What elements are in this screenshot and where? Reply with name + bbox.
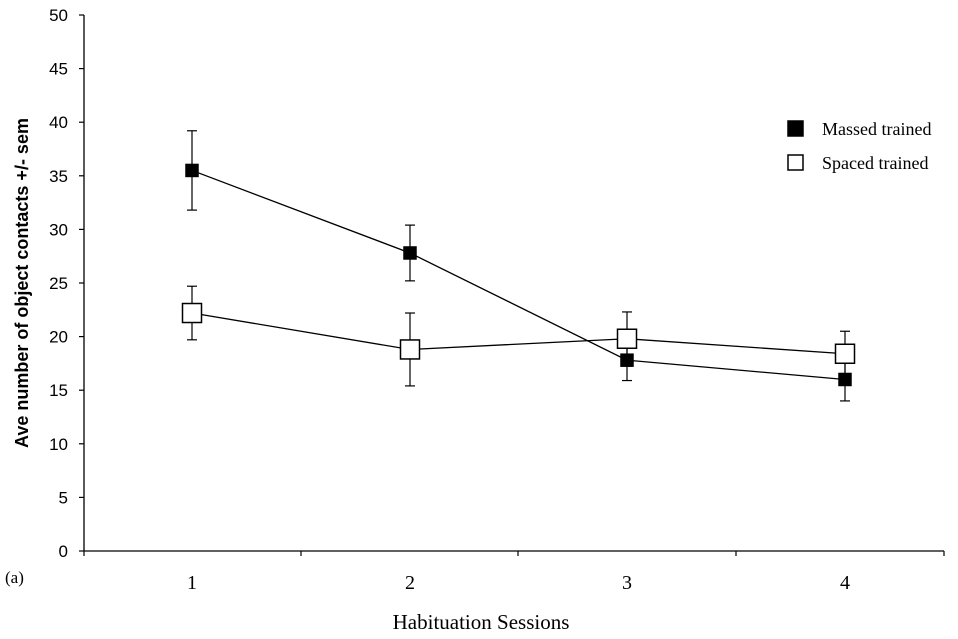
y-tick-label: 20 xyxy=(49,328,68,347)
y-tick-label: 0 xyxy=(59,542,68,561)
x-tick-label: 4 xyxy=(840,572,850,594)
y-tick-label: 40 xyxy=(49,113,68,132)
axes xyxy=(83,15,944,552)
y-tick-label: 25 xyxy=(49,274,68,293)
y-tick-label: 10 xyxy=(49,435,68,454)
data-point xyxy=(181,302,203,324)
y-tick-label: 30 xyxy=(49,220,68,239)
y-tick-label: 5 xyxy=(59,488,68,507)
x-tick-label: 3 xyxy=(622,572,632,594)
y-axis-label: Ave number of object contacts +/- sem xyxy=(12,118,32,448)
data-point xyxy=(399,339,421,360)
y-tick-label: 50 xyxy=(49,6,68,25)
x-ticks: 1 2 3 4 xyxy=(83,551,945,594)
data-point xyxy=(403,246,417,260)
legend-marker-massed xyxy=(787,120,804,137)
legend: Massed trained Spaced trained xyxy=(787,119,931,173)
data-point xyxy=(185,163,199,178)
y-tick-label: 35 xyxy=(49,167,68,186)
data-point xyxy=(834,343,856,365)
x-axis-label: Habituation Sessions xyxy=(393,610,570,634)
legend-marker-spaced xyxy=(787,154,804,171)
y-ticks: 0 5 10 15 20 25 30 35 40 45 50 xyxy=(49,6,84,561)
series-line-2 xyxy=(191,312,846,355)
x-tick-label: 2 xyxy=(405,572,415,594)
panel-label: (a) xyxy=(5,568,24,587)
y-tick-label: 15 xyxy=(49,381,68,400)
y-tick-label: 45 xyxy=(49,60,68,79)
legend-label-spaced: Spaced trained xyxy=(822,153,928,173)
legend-label-massed: Massed trained xyxy=(822,119,931,139)
plot-area xyxy=(181,130,856,402)
series-line-1 xyxy=(191,169,846,381)
x-tick-label: 1 xyxy=(187,572,197,594)
data-point xyxy=(616,328,638,349)
